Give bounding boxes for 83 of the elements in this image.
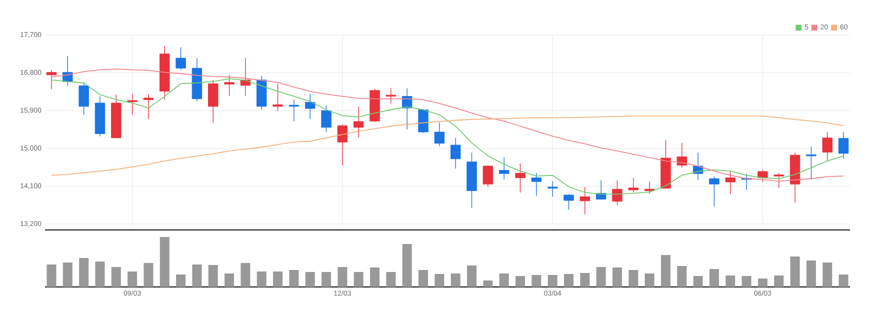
candlestick: [224, 74, 234, 96]
bar: [660, 254, 670, 287]
candlestick: [46, 70, 57, 90]
bar: [46, 264, 56, 287]
bar: [774, 275, 784, 287]
candlestick: [709, 176, 720, 207]
bar: [208, 264, 218, 287]
candlestick: [564, 194, 574, 210]
bar: [289, 270, 299, 287]
bar: [176, 274, 186, 287]
candlestick: [580, 186, 590, 215]
bar: [62, 262, 72, 287]
candlestick: [176, 46, 186, 70]
bar: [596, 266, 606, 287]
bar: [111, 266, 121, 287]
candlestick: [498, 156, 510, 180]
bar: [95, 261, 105, 287]
bar: [838, 274, 848, 287]
bar: [386, 272, 396, 287]
bar: [79, 258, 89, 287]
candlestick: [418, 108, 428, 134]
bar: [709, 268, 719, 287]
bar: [548, 274, 558, 287]
bar: [370, 267, 380, 287]
bar: [628, 270, 638, 287]
bar: [483, 280, 493, 287]
candlestick: [208, 80, 218, 124]
candlestick: [612, 180, 622, 206]
candlestick: [305, 93, 316, 120]
bar: [467, 265, 477, 287]
bar: [515, 276, 525, 287]
candlestick: [628, 177, 638, 193]
bar: [273, 271, 283, 287]
bar: [499, 273, 509, 287]
bar: [450, 273, 460, 287]
bar: [160, 236, 170, 287]
bar: [726, 275, 736, 287]
candlestick: [354, 106, 364, 138]
candlestick: [321, 105, 332, 132]
bar: [144, 262, 154, 287]
candlestick: [515, 163, 526, 193]
candlestick: [434, 122, 445, 147]
bar: [256, 271, 266, 287]
bar: [192, 264, 202, 287]
bar: [354, 272, 364, 287]
bar: [644, 273, 654, 287]
bar: [240, 262, 250, 287]
candlestick: [272, 83, 283, 111]
bar: [677, 266, 687, 287]
candlestick: [127, 93, 138, 116]
bar: [532, 274, 542, 287]
bar: [128, 271, 138, 287]
bar: [790, 256, 800, 287]
bar: [742, 276, 752, 287]
candlestick: [143, 94, 154, 120]
bar: [580, 272, 590, 287]
bar: [402, 244, 412, 287]
candlestick: [531, 172, 542, 196]
candlestick: [547, 180, 558, 198]
candlestick: [758, 169, 768, 182]
candlestick: [806, 146, 816, 180]
candlestick: [676, 142, 687, 168]
candlestick: [337, 124, 348, 166]
bar: [693, 276, 703, 287]
candlestick: [386, 88, 396, 104]
bar: [418, 270, 428, 287]
candlestick: [822, 132, 832, 162]
candlestick: [78, 82, 89, 116]
bar: [322, 272, 332, 287]
bar: [822, 262, 832, 287]
candlestick: [482, 164, 494, 187]
candlestick: [450, 138, 461, 169]
candlestick: [725, 171, 736, 195]
bar: [564, 274, 574, 287]
bar: [224, 273, 234, 287]
candlestick: [774, 172, 784, 188]
bar: [434, 274, 444, 287]
bar: [612, 267, 622, 287]
bar: [305, 272, 315, 287]
candlestick: [838, 132, 849, 160]
bar: [338, 266, 348, 287]
bar: [758, 278, 768, 287]
bar: [806, 260, 816, 287]
